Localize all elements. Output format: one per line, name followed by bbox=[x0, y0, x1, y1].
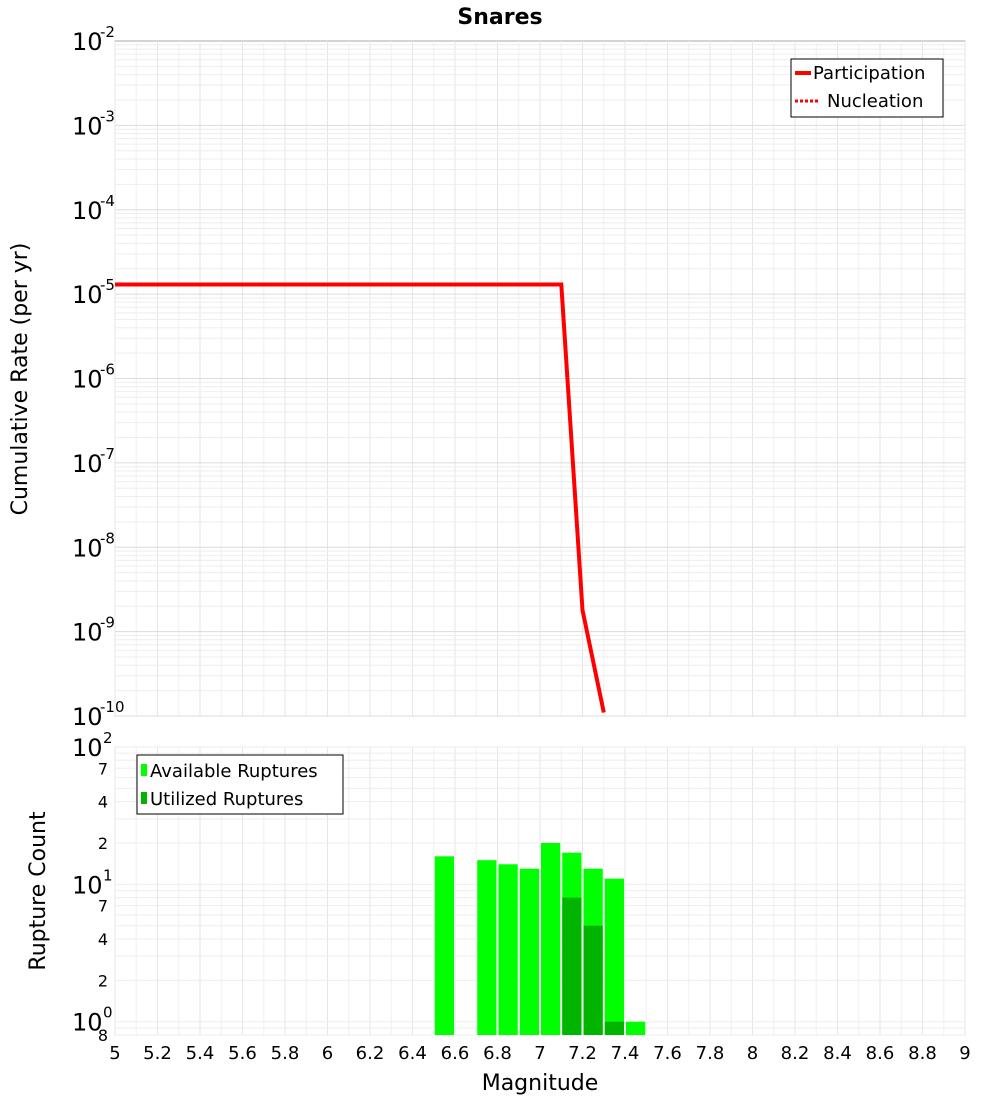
top-series bbox=[115, 282, 606, 713]
top-y-tick-exponent: -4 bbox=[100, 192, 115, 210]
top-y-tick-base: 10 bbox=[72, 281, 103, 309]
bottom-y-minor-tick: 4 bbox=[98, 930, 108, 949]
top-y-tick-exponent: -10 bbox=[100, 698, 125, 716]
bar-available-ruptures bbox=[498, 864, 518, 1035]
x-tick-label: 8.4 bbox=[823, 1043, 852, 1064]
x-tick-label: 6.2 bbox=[356, 1043, 385, 1064]
top-y-tick-exponent: -2 bbox=[100, 23, 115, 41]
bottom-legend-box bbox=[136, 754, 344, 815]
bottom-y-minor-tick: 2 bbox=[98, 971, 108, 990]
x-tick-label: 5.2 bbox=[143, 1043, 172, 1064]
top-y-tick-base: 10 bbox=[72, 619, 103, 647]
chart-title: Snares bbox=[457, 5, 542, 30]
bar-utilized-ruptures bbox=[562, 897, 582, 1035]
x-tick-label: 7.6 bbox=[653, 1043, 682, 1064]
top-grid bbox=[114, 41, 966, 717]
bottom-y-tick-exponent: 1 bbox=[103, 866, 113, 884]
legend-participation-label: Participation bbox=[813, 63, 925, 84]
bottom-y-minor-tick: 7 bbox=[98, 897, 108, 916]
top-y-tick-exponent: -5 bbox=[100, 276, 115, 294]
bottom-y-tick-base: 10 bbox=[72, 871, 103, 899]
legend-available-label: Available Ruptures bbox=[150, 761, 318, 782]
bar-utilized-ruptures bbox=[583, 925, 603, 1035]
legend-nucleation-label: Nucleation bbox=[827, 91, 923, 112]
bottom-y-tick-exponent: 0 bbox=[103, 1004, 113, 1022]
top-legend-box bbox=[790, 58, 944, 118]
bar-utilized-ruptures bbox=[604, 1021, 624, 1035]
bottom-y-minor-tick: 7 bbox=[98, 759, 108, 778]
bottom-legend: Available Ruptures Utilized Ruptures bbox=[136, 754, 344, 815]
top-y-tick-base: 10 bbox=[72, 112, 103, 140]
x-tick-label: 5.4 bbox=[186, 1043, 215, 1064]
top-y-tick-exponent: -6 bbox=[100, 361, 115, 379]
top-y-tick-base: 10 bbox=[72, 28, 103, 56]
x-axis-label: Magnitude bbox=[482, 1071, 599, 1096]
x-tick-label: 7.8 bbox=[696, 1043, 725, 1064]
x-tick-label: 6.4 bbox=[398, 1043, 427, 1064]
x-tick-label: 5.8 bbox=[271, 1043, 300, 1064]
x-tick-label: 8.2 bbox=[781, 1043, 810, 1064]
top-y-tick-exponent: -8 bbox=[100, 529, 115, 547]
bar-available-ruptures bbox=[434, 856, 454, 1035]
x-tick-label: 5 bbox=[109, 1043, 120, 1064]
x-tick-label: 5.6 bbox=[228, 1043, 257, 1064]
x-tick-label: 7 bbox=[534, 1043, 545, 1064]
bar-available-ruptures bbox=[519, 868, 539, 1035]
legend-utilized-swatch bbox=[141, 792, 147, 804]
top-y-tick-exponent: -7 bbox=[100, 445, 115, 463]
legend-available-swatch bbox=[141, 764, 147, 776]
bottom-bars bbox=[434, 843, 646, 1035]
bottom-y-tick-base: 10 bbox=[72, 734, 103, 762]
x-tick-label: 7.4 bbox=[611, 1043, 640, 1064]
bottom-y-minor-tick: 4 bbox=[98, 793, 108, 812]
bottom-y-minor-tick: 2 bbox=[98, 834, 108, 853]
x-tick-label: 9 bbox=[959, 1043, 970, 1064]
x-tick-label: 6.6 bbox=[441, 1043, 470, 1064]
top-y-axis-label: Cumulative Rate (per yr) bbox=[8, 243, 33, 516]
bar-available-ruptures bbox=[541, 843, 561, 1035]
top-y-tick-exponent: -3 bbox=[100, 107, 115, 125]
bottom-y-tick-exponent: 2 bbox=[103, 729, 113, 747]
top-y-tick-exponent: -9 bbox=[100, 614, 115, 632]
bar-available-ruptures bbox=[626, 1021, 646, 1035]
bottom-y-tick-base: 10 bbox=[72, 1009, 103, 1037]
top-y-tick-base: 10 bbox=[72, 197, 103, 225]
top-y-tick-base: 10 bbox=[72, 450, 103, 478]
series-line-participation bbox=[115, 282, 606, 713]
bar-available-ruptures bbox=[477, 860, 497, 1035]
x-tick-labels: 5 5.2 5.4 5.6 5.8 6 6.2 6.4 6.6 6.8 7 7.2 7.4 7.6 7.8 8… bbox=[109, 1043, 970, 1064]
top-y-tick-labels: 10-210-310-410-510-610-710-810-910-10 bbox=[72, 23, 125, 731]
legend-utilized-label: Utilized Ruptures bbox=[150, 789, 303, 810]
x-tick-label: 8 bbox=[747, 1043, 758, 1064]
x-tick-label: 6.8 bbox=[483, 1043, 512, 1064]
bar-available-ruptures bbox=[604, 878, 624, 1035]
x-tick-label: 8.8 bbox=[908, 1043, 937, 1064]
x-tick-label: 6 bbox=[322, 1043, 333, 1064]
x-tick-label: 7.2 bbox=[568, 1043, 597, 1064]
x-tick-label: 8.6 bbox=[866, 1043, 895, 1064]
bottom-y-minor-tick: 8 bbox=[98, 1026, 108, 1045]
top-legend: Participation Nucleation bbox=[790, 58, 944, 118]
top-y-tick-base: 10 bbox=[72, 534, 103, 562]
top-y-tick-base: 10 bbox=[72, 703, 103, 731]
bottom-y-axis-label: Rupture Count bbox=[26, 811, 51, 971]
top-y-tick-base: 10 bbox=[72, 366, 103, 394]
